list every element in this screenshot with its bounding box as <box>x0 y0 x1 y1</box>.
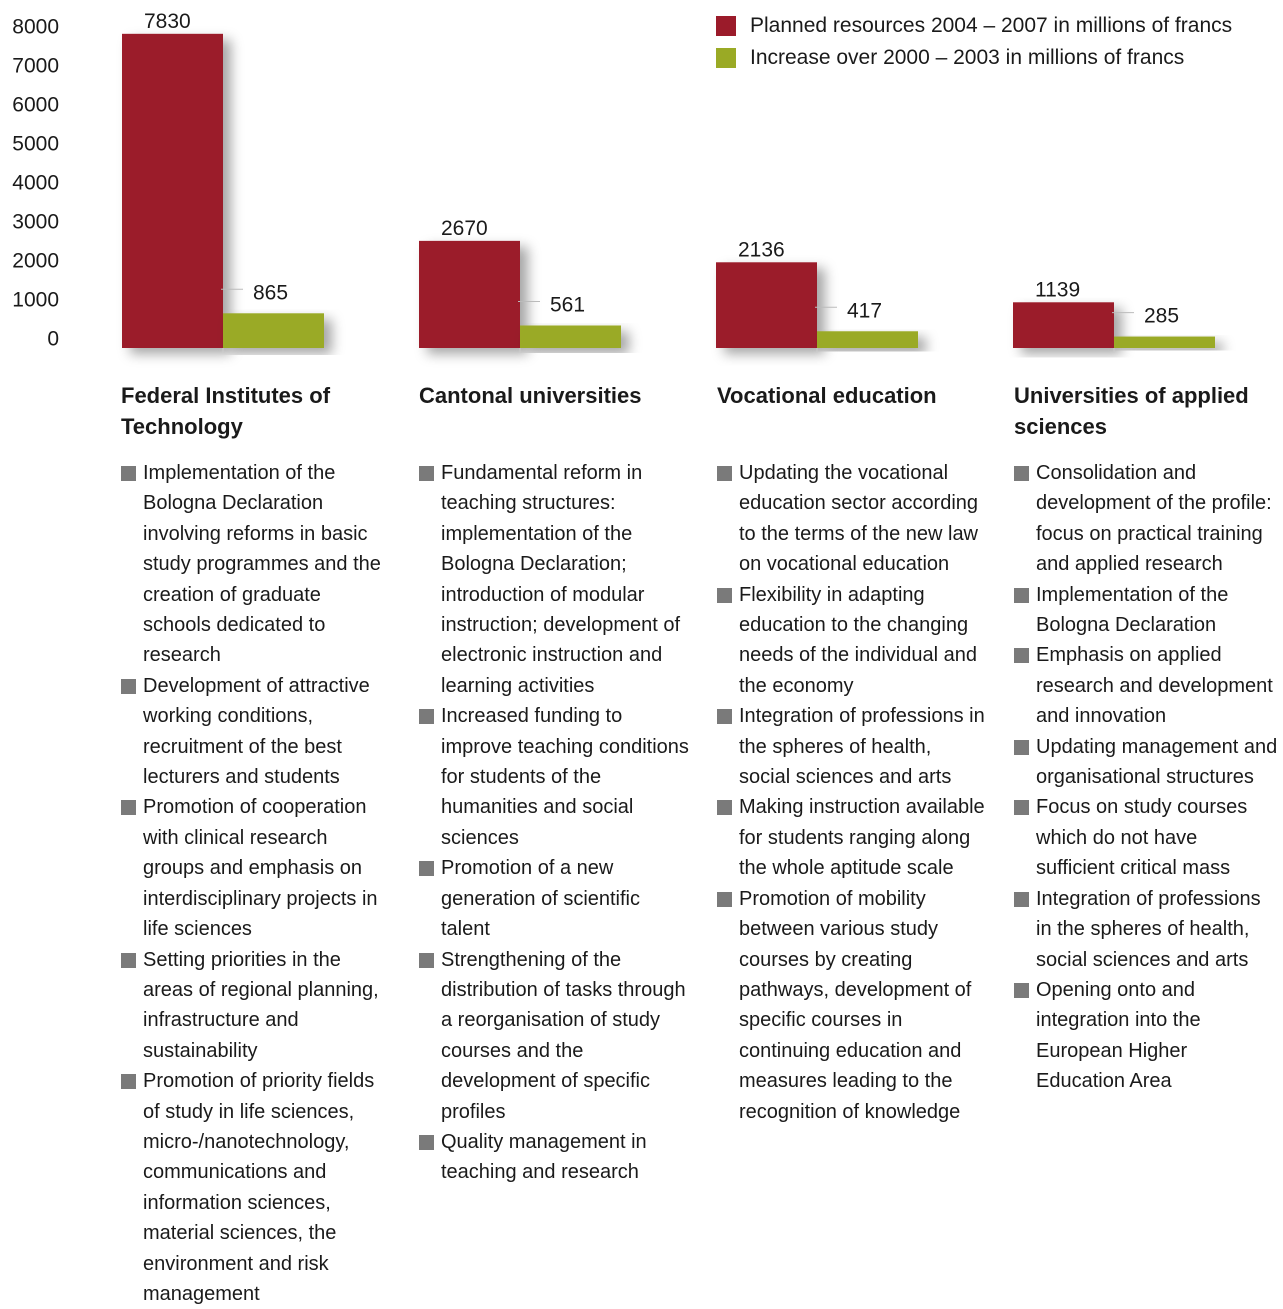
bullet-square-icon <box>121 466 136 481</box>
item-list: Fundamental reform in teaching structure… <box>419 458 689 1188</box>
list-item: Making instruction available for student… <box>717 792 987 883</box>
list-item: Setting priorities in the areas of regio… <box>121 945 391 1067</box>
category-title: Federal Institutes of Technology <box>121 383 331 439</box>
list-item: Development of attractive working condit… <box>121 671 391 793</box>
category-title: Cantonal universities <box>419 383 642 408</box>
bullet-square-icon <box>717 891 732 907</box>
value-label-increase: 417 <box>847 299 882 322</box>
bullet-square-icon <box>1014 648 1029 664</box>
list-item: Strengthening of the distribution of tas… <box>419 945 689 1127</box>
bar-increase <box>520 325 621 348</box>
item-list: Implementation of the Bologna Declaratio… <box>121 458 391 1309</box>
y-tick-label: 8000 <box>12 16 59 39</box>
y-axis: 8000 7000 6000 5000 4000 3000 2000 1000 0 <box>12 16 59 351</box>
item-list: Consolidation and development of the pro… <box>1014 458 1280 1097</box>
list-item: Promotion of mobility between various st… <box>717 884 987 1127</box>
list-item: Quality management in teaching and resea… <box>419 1127 689 1188</box>
list-item: Promotion of priority fields of study in… <box>121 1066 391 1309</box>
bullet-square-icon <box>1014 800 1029 816</box>
value-label-planned: 1139 <box>1035 278 1080 301</box>
category-title: Vocational education <box>717 383 937 408</box>
bullet-square-icon <box>1014 466 1029 481</box>
list-item: Focus on study courses which do not have… <box>1014 792 1280 883</box>
list-item: Updating the vocational education sector… <box>717 458 987 580</box>
bullet-square-icon <box>419 466 434 481</box>
legend-label-planned: Planned resources 2004 – 2007 in million… <box>750 14 1233 37</box>
y-tick-label: 7000 <box>12 55 59 78</box>
bar-chart: 8000 7000 6000 5000 4000 3000 2000 1000 0 7830 86… <box>12 10 1215 353</box>
list-item: Implementation of the Bologna Declaratio… <box>1014 580 1280 641</box>
item-list: Updating the vocational education sector… <box>717 458 987 1127</box>
y-tick-label: 3000 <box>12 211 59 234</box>
value-label-planned: 7830 <box>144 10 191 33</box>
bullet-square-icon <box>1014 982 1029 998</box>
value-label-increase: 561 <box>550 293 585 316</box>
list-item: Flexibility in adapting education to the… <box>717 580 987 702</box>
list-item: Opening onto and integration into the Eu… <box>1014 975 1280 1097</box>
value-label-increase: 865 <box>253 281 288 304</box>
y-tick-label: 4000 <box>12 172 59 195</box>
legend-label-increase: Increase over 2000 – 2003 in millions of… <box>750 46 1185 69</box>
list-item: Promotion of cooperation with clinical r… <box>121 792 391 944</box>
category-universities-of-applied-sciences: Universities of applied sciences Consoli… <box>1014 380 1280 1097</box>
value-label-increase: 285 <box>1144 305 1179 328</box>
legend: Planned resources 2004 – 2007 in million… <box>716 10 1232 74</box>
legend-item-increase: Increase over 2000 – 2003 in millions of… <box>716 42 1232 74</box>
bullet-square-icon <box>121 678 136 694</box>
list-item: Updating management and organisational s… <box>1014 732 1280 793</box>
bullet-square-icon <box>717 709 732 725</box>
bullet-square-icon <box>419 709 434 725</box>
category-vocational-education: Vocational education Updating the vocati… <box>717 380 987 1127</box>
bullet-square-icon <box>1014 739 1029 755</box>
bar-increase <box>817 331 918 348</box>
bullet-square-icon <box>717 800 732 816</box>
bullet-square-icon <box>419 1134 434 1150</box>
value-labels: 7830 865 2670 561 2136 417 1139 285 <box>144 10 1179 328</box>
list-item: Increased funding to improve teaching co… <box>419 701 689 853</box>
y-tick-label: 6000 <box>12 94 59 117</box>
list-item: Implementation of the Bologna Declaratio… <box>121 458 391 671</box>
bullet-square-icon <box>121 1074 136 1090</box>
list-item: Integration of professions in the sphere… <box>717 701 987 792</box>
bar-planned <box>716 262 817 348</box>
legend-swatch-increase <box>716 48 736 68</box>
y-tick-label: 0 <box>47 328 59 351</box>
y-tick-label: 2000 <box>12 250 59 273</box>
legend-item-planned: Planned resources 2004 – 2007 in million… <box>716 10 1232 42</box>
bullet-square-icon <box>717 587 732 603</box>
value-label-planned: 2670 <box>441 217 488 240</box>
bullet-square-icon <box>121 952 136 968</box>
bullet-square-icon <box>1014 587 1029 603</box>
bullet-square-icon <box>1014 891 1029 907</box>
bullet-square-icon <box>717 466 732 481</box>
list-item: Fundamental reform in teaching structure… <box>419 458 689 701</box>
bar-planned <box>419 240 520 348</box>
category-eth: Federal Institutes of Technology Impleme… <box>121 380 391 1309</box>
value-label-planned: 2136 <box>738 238 785 261</box>
bar-increase <box>223 313 324 348</box>
legend-swatch-planned <box>716 16 736 36</box>
list-item: Consolidation and development of the pro… <box>1014 458 1280 580</box>
bullet-square-icon <box>121 800 136 816</box>
list-item: Integration of professions in the sphere… <box>1014 884 1280 975</box>
y-tick-label: 5000 <box>12 133 59 156</box>
category-title: Universities of applied sciences <box>1014 383 1249 439</box>
list-item: Emphasis on applied research and develop… <box>1014 640 1280 731</box>
bars <box>122 33 1215 353</box>
list-item: Promotion of a new generation of scienti… <box>419 853 689 944</box>
bullet-square-icon <box>419 861 434 877</box>
bullet-square-icon <box>419 952 434 968</box>
category-cantonal-universities: Cantonal universities Fundamental reform… <box>419 380 689 1188</box>
bar-planned <box>122 33 223 348</box>
bar-planned <box>1013 302 1114 348</box>
bar-increase <box>1114 336 1215 348</box>
y-tick-label: 1000 <box>12 289 59 312</box>
